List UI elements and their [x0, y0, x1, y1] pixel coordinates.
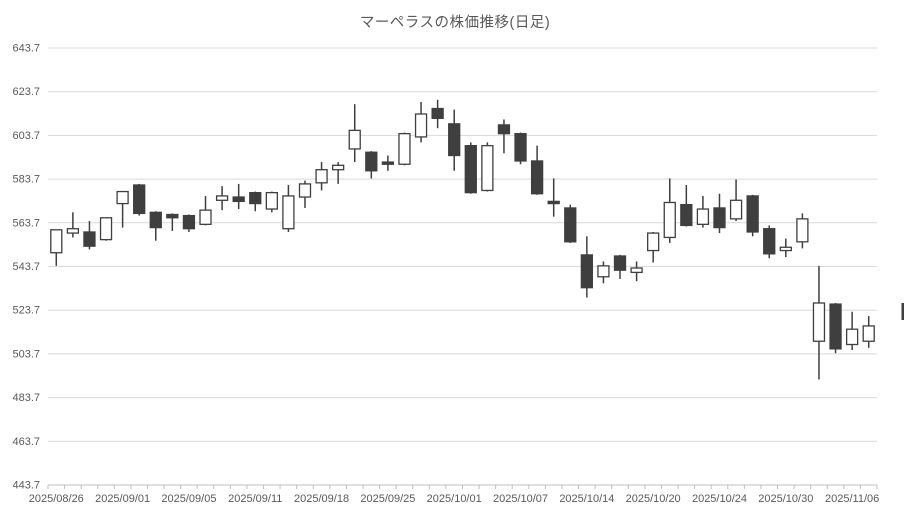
- candle-body-up: [647, 232, 660, 252]
- candle-body-up: [663, 201, 676, 239]
- candle-body-up: [845, 328, 859, 346]
- x-axis-tick-label: 2025/10/30: [758, 493, 813, 505]
- chart-title: マーペラスの株価推移(日足): [359, 15, 551, 31]
- x-axis-tick-label: 2025/09/18: [294, 493, 349, 505]
- candle-body-down: [580, 254, 593, 289]
- x-axis-tick-label: 2025/09/01: [95, 493, 150, 505]
- y-axis-tick-label: 523.7: [12, 305, 40, 317]
- candle-body-up: [199, 209, 212, 225]
- x-axis-tick-label: 2025/09/05: [161, 493, 216, 505]
- edge-artifact: [901, 303, 904, 320]
- candle-body-up: [481, 145, 494, 192]
- candle-body-up: [331, 164, 345, 171]
- y-axis-tick-label: 643.7: [12, 43, 40, 55]
- candle-body-up: [398, 133, 411, 165]
- candle-body-up: [796, 218, 809, 243]
- candle-body-down: [182, 214, 196, 230]
- candle-body-up: [862, 325, 875, 342]
- candle-body-up: [597, 265, 610, 278]
- candle-body-up: [779, 246, 792, 252]
- candle-body-up: [265, 191, 278, 210]
- candle-body-down: [746, 195, 759, 233]
- candle-body-up: [50, 229, 63, 254]
- candle-body-down: [249, 191, 262, 205]
- candle-body-down: [464, 145, 477, 194]
- x-axis-tick-label: 2025/10/07: [493, 493, 548, 505]
- candle-body-down: [530, 160, 544, 195]
- candle-body-up: [729, 199, 743, 220]
- x-axis-tick-label: 2025/10/14: [559, 493, 614, 505]
- y-axis-tick-label: 603.7: [12, 130, 40, 142]
- y-axis-tick-label: 503.7: [12, 348, 40, 360]
- y-axis-tick-label: 463.7: [12, 436, 40, 448]
- candle-body-down: [166, 213, 179, 219]
- candle-body-up: [215, 195, 229, 201]
- candle-body-up: [812, 302, 826, 342]
- x-axis-tick-label: 2025/09/11: [228, 493, 282, 505]
- candle-body-down: [514, 133, 527, 162]
- y-axis-tick-label: 563.7: [12, 217, 40, 229]
- candle-body-down: [613, 255, 627, 271]
- y-axis-tick-label: 543.7: [12, 261, 40, 273]
- candle-body-down: [829, 303, 842, 350]
- x-axis-tick-label: 2025/08/26: [29, 493, 84, 505]
- candle-body-down: [431, 107, 444, 120]
- candle-body-up: [116, 190, 129, 205]
- candle-body-up: [298, 183, 312, 198]
- candle-body-down: [133, 184, 146, 215]
- candle-body-down: [680, 204, 693, 227]
- y-axis-tick-label: 443.7: [12, 480, 40, 492]
- x-axis-tick-label: 2025/11/06: [825, 493, 879, 505]
- candle-body-down: [448, 123, 461, 157]
- y-axis-tick-label: 483.7: [12, 392, 40, 404]
- candle-body-up: [348, 129, 361, 150]
- candle-body-down: [497, 124, 511, 135]
- y-axis-tick-label: 583.7: [12, 174, 40, 186]
- x-axis-tick-label: 2025/10/24: [692, 493, 747, 505]
- candle-body-down: [365, 151, 378, 172]
- candle-body-down: [564, 207, 577, 243]
- candle-body-up: [66, 228, 80, 234]
- candle-body-up: [414, 113, 428, 138]
- candle-body-up: [315, 169, 328, 184]
- candle-body-down: [763, 228, 776, 255]
- x-axis-tick-label: 2025/10/20: [626, 493, 681, 505]
- candle-body-down: [547, 200, 560, 205]
- x-axis-tick-label: 2025/10/01: [427, 493, 482, 505]
- candle-body-up: [99, 217, 113, 241]
- y-axis-tick-label: 623.7: [12, 86, 40, 98]
- candle-body-up: [696, 208, 710, 225]
- candle-body-down: [381, 161, 395, 165]
- candle-body-down: [83, 231, 96, 247]
- candle-body-up: [282, 195, 295, 230]
- candle-body-down: [713, 207, 726, 229]
- candle-body-down: [232, 196, 245, 203]
- candle-body-down: [149, 211, 162, 229]
- candle-body-up: [630, 267, 643, 274]
- x-axis-tick-label: 2025/09/25: [360, 493, 415, 505]
